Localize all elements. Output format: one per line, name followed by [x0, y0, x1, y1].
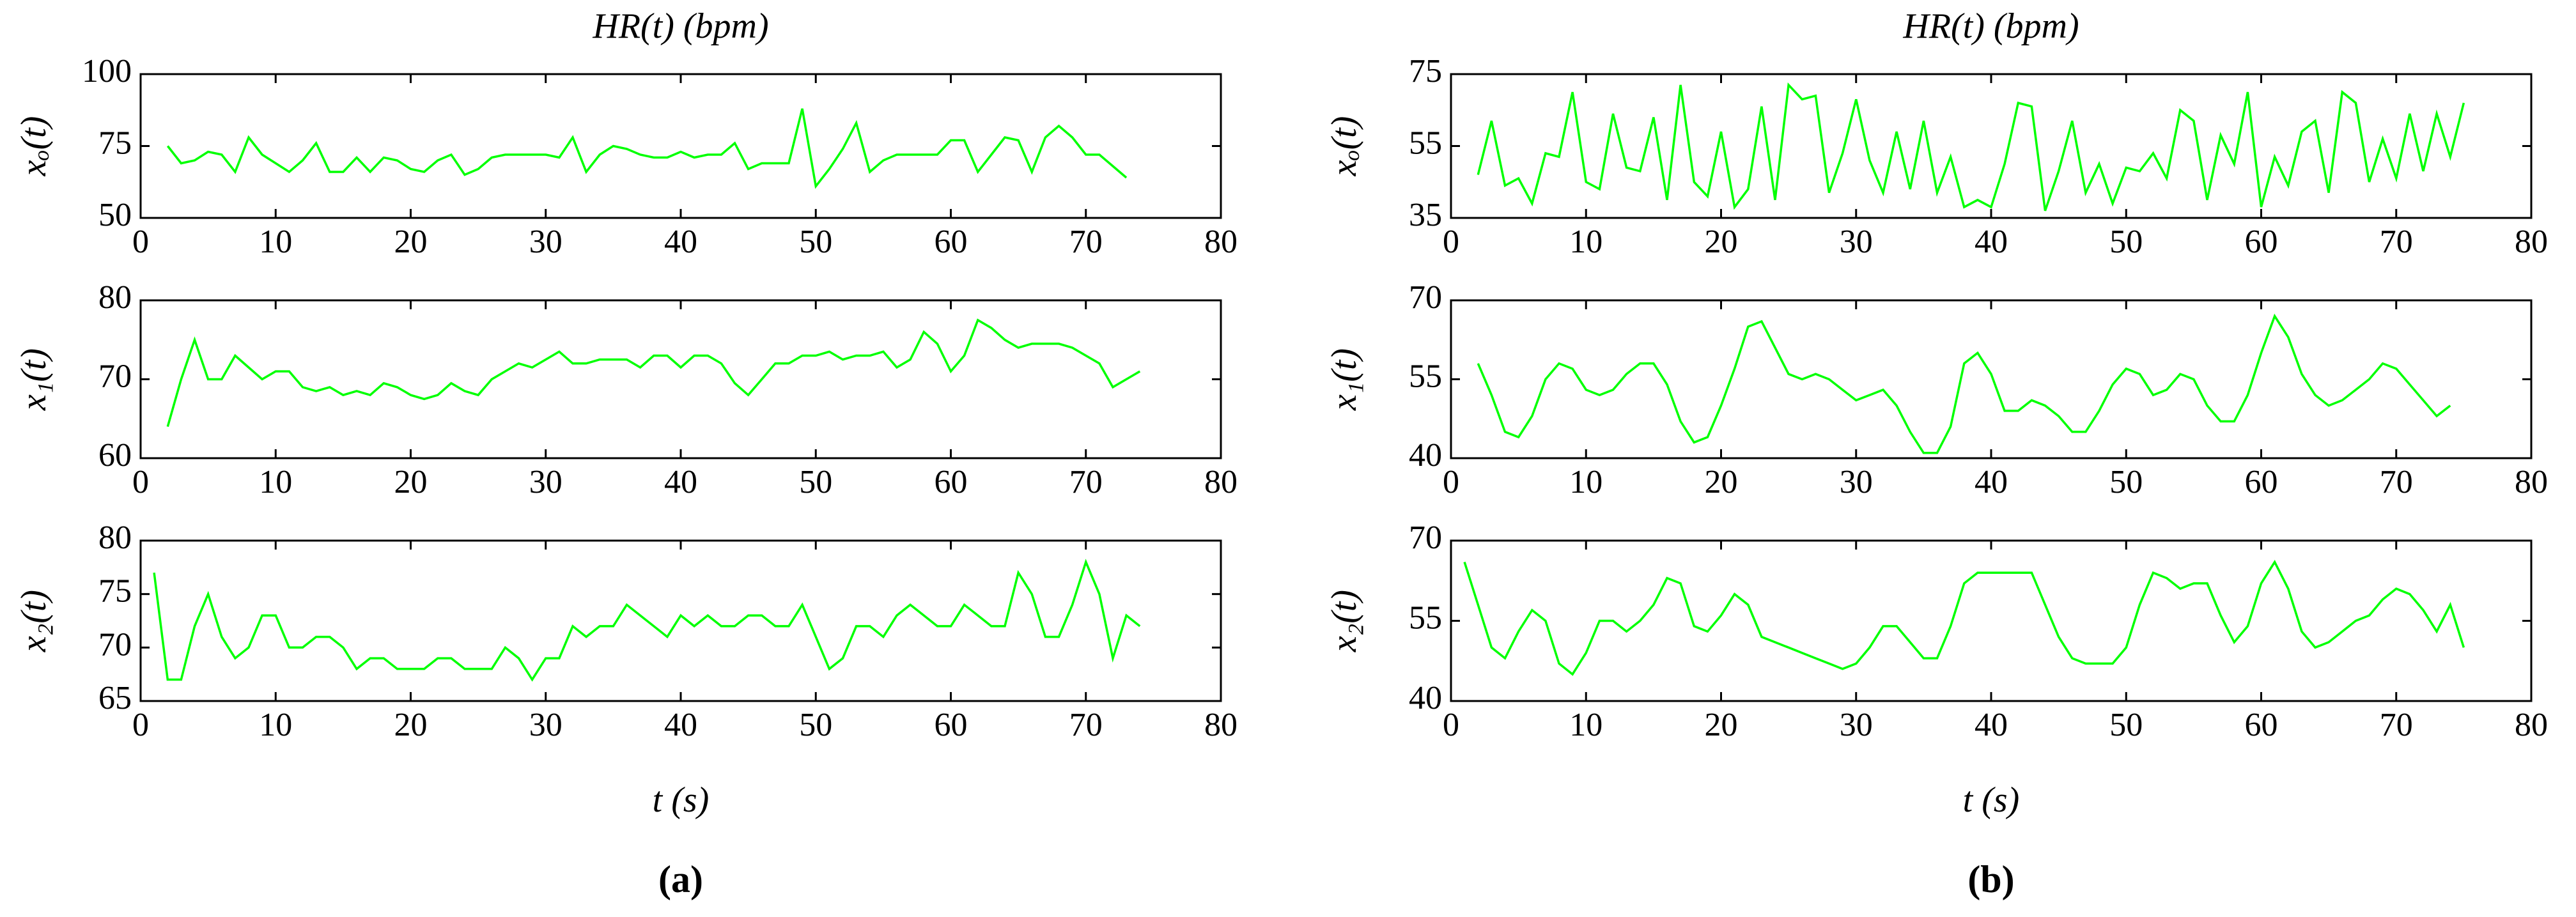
x-tick-label: 30	[1840, 707, 1873, 743]
x-tick-label: 40	[1975, 464, 2008, 500]
x-tick-label: 40	[664, 707, 697, 743]
y-tick-label: 80	[98, 520, 132, 556]
hr-line	[166, 108, 1128, 189]
hr-line	[166, 318, 1141, 428]
x-tick-label: 50	[2109, 707, 2143, 743]
x-tick-label: 20	[1705, 464, 1738, 500]
y-axis-label: x₂(t)	[14, 590, 54, 652]
x-tick-label: 30	[529, 464, 563, 500]
x-tick-label: 10	[1569, 707, 1602, 743]
x-tick-label: 0	[1443, 224, 1459, 260]
x-tick-label: 30	[1840, 224, 1873, 260]
x-tick-label: 40	[664, 464, 697, 500]
x-tick-label: 40	[1975, 707, 2008, 743]
y-tick-label: 60	[98, 437, 132, 474]
y-tick-label: 80	[98, 279, 132, 316]
x-tick-label: 0	[1443, 464, 1459, 500]
x-tick-label: 40	[664, 224, 697, 260]
x-tick-label: 70	[2380, 707, 2413, 743]
axes-frame	[139, 299, 1222, 459]
panel-caption: (a)	[658, 858, 703, 900]
x-tick-label: 50	[2109, 464, 2143, 500]
y-tick-label: 100	[82, 53, 132, 89]
x-tick-label: 60	[2245, 707, 2278, 743]
x-tick-label: 50	[799, 224, 832, 260]
x-tick-label: 10	[1569, 224, 1602, 260]
x-tick-label: 10	[259, 224, 292, 260]
y-tick-label: 55	[1409, 358, 1442, 394]
x-tick-label: 80	[1204, 464, 1238, 500]
x-tick-label: 40	[1975, 224, 2008, 260]
x-tick-label: 10	[259, 707, 292, 743]
x-tick-label: 70	[1069, 707, 1103, 743]
x-tick-label: 20	[394, 707, 428, 743]
y-axis-label: x₁(t)	[14, 348, 54, 411]
hr-line	[1477, 82, 2465, 212]
y-tick-label: 65	[98, 680, 132, 716]
y-tick-label: 70	[1409, 279, 1442, 316]
x-tick-label: 60	[935, 224, 968, 260]
x-tick-label: 20	[1705, 224, 1738, 260]
y-axis-label: xₒ(t)	[14, 116, 54, 177]
y-tick-label: 35	[1409, 197, 1442, 233]
y-tick-label: 55	[1409, 599, 1442, 636]
x-tick-label: 60	[935, 707, 968, 743]
y-tick-label: 70	[98, 626, 132, 663]
axes-frame	[139, 539, 1222, 702]
x-tick-label: 70	[2380, 464, 2413, 500]
x-tick-label: 80	[2515, 707, 2548, 743]
x-tick-label: 0	[132, 464, 149, 500]
x-tick-label: 70	[1069, 464, 1103, 500]
y-axis-label: xₒ(t)	[1324, 116, 1364, 177]
hr-line	[1477, 313, 2451, 454]
x-axis-label: t (s)	[653, 780, 710, 820]
x-tick-label: 50	[2109, 224, 2143, 260]
x-tick-label: 60	[2245, 464, 2278, 500]
x-tick-label: 30	[529, 224, 563, 260]
y-tick-label: 75	[1409, 53, 1442, 89]
x-tick-label: 80	[2515, 224, 2548, 260]
y-tick-label: 55	[1409, 125, 1442, 161]
x-tick-label: 70	[2380, 224, 2413, 260]
x-axis-label: t (s)	[1963, 780, 2020, 820]
x-tick-label: 60	[2245, 224, 2278, 260]
x-tick-label: 30	[1840, 464, 1873, 500]
x-tick-label: 20	[394, 224, 428, 260]
x-tick-label: 0	[132, 707, 149, 743]
y-axis-label: x₁(t)	[1324, 348, 1364, 411]
x-tick-label: 10	[259, 464, 292, 500]
panel-caption: (b)	[1967, 858, 2014, 900]
x-tick-label: 70	[1069, 224, 1103, 260]
x-tick-label: 20	[1705, 707, 1738, 743]
y-tick-label: 70	[1409, 520, 1442, 556]
chart-title: HR(t) (bpm)	[1902, 6, 2079, 46]
y-axis-label: x₂(t)	[1324, 590, 1364, 652]
y-tick-label: 40	[1409, 680, 1442, 716]
axes-frame	[1450, 73, 2533, 219]
axes-frame	[139, 73, 1222, 219]
x-tick-label: 50	[799, 464, 832, 500]
x-tick-label: 60	[935, 464, 968, 500]
hr-line	[153, 559, 1141, 682]
hr-line	[1463, 559, 2465, 676]
x-tick-label: 80	[2515, 464, 2548, 500]
x-tick-label: 80	[1204, 224, 1238, 260]
x-tick-label: 0	[1443, 707, 1459, 743]
y-tick-label: 70	[98, 358, 132, 394]
x-tick-label: 20	[394, 464, 428, 500]
chart-title: HR(t) (bpm)	[592, 6, 768, 46]
x-tick-label: 10	[1569, 464, 1602, 500]
y-tick-label: 40	[1409, 437, 1442, 474]
x-tick-label: 0	[132, 224, 149, 260]
y-tick-label: 50	[98, 197, 132, 233]
y-tick-label: 75	[98, 573, 132, 610]
x-tick-label: 50	[799, 707, 832, 743]
x-tick-label: 80	[1204, 707, 1238, 743]
x-tick-label: 30	[529, 707, 563, 743]
y-tick-label: 75	[98, 125, 132, 161]
